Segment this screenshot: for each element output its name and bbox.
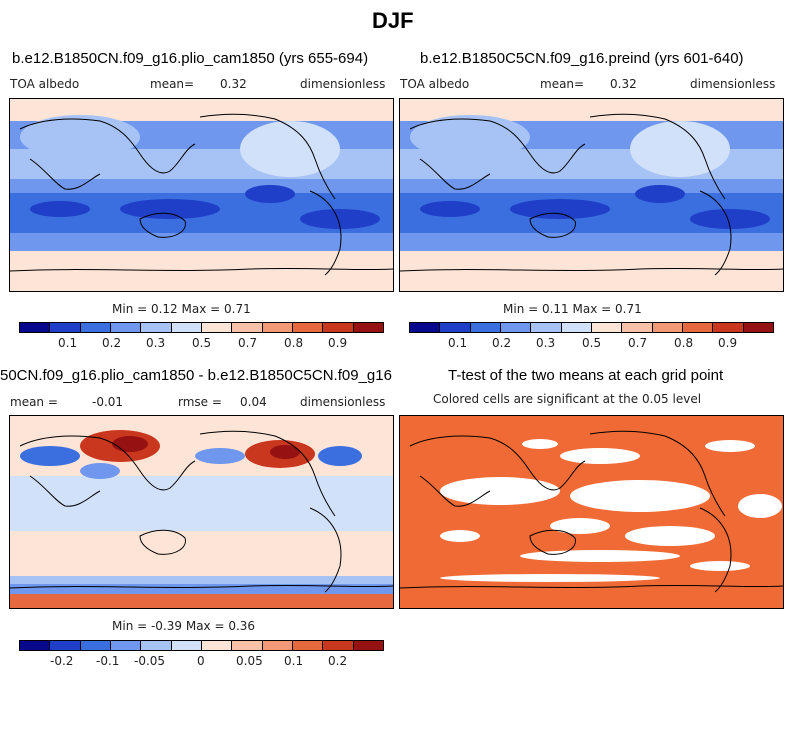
cbar3-tick: -0.05: [134, 654, 166, 668]
panel1-variable: TOA albedo: [10, 77, 80, 91]
cbar1-tick: 0.2: [102, 336, 122, 350]
cbar1-tick: 0.7: [238, 336, 258, 350]
colorbar-swatch: [20, 323, 51, 332]
colorbar-swatch: [743, 323, 773, 332]
panel2-units: dimensionless: [690, 77, 776, 91]
panel3-rmse-value: 0.04: [240, 395, 267, 409]
colorbar-swatch: [110, 323, 142, 332]
cbar1-tick: 0.8: [284, 336, 304, 350]
cbar1-tick: 0.9: [328, 336, 348, 350]
colorbar-swatch: [80, 323, 111, 332]
panel1-mean-value: 0.32: [220, 77, 247, 91]
cbar2-tick: 0.3: [536, 336, 556, 350]
colorbar-swatch: [323, 323, 354, 332]
colorbar-swatch: [201, 641, 233, 650]
figure-title: DJF: [372, 8, 414, 33]
colorbar-swatch: [292, 323, 324, 332]
colorbar-swatch: [440, 323, 471, 332]
cbar2-tick: 0.2: [492, 336, 512, 350]
panel2-map: [399, 98, 784, 292]
panel3-mean-value: -0.01: [92, 395, 124, 409]
colorbar-swatch: [591, 323, 623, 332]
colorbar-swatch: [292, 641, 324, 650]
cbar3-tick: 0.05: [236, 654, 263, 668]
colorbar-swatch: [50, 641, 81, 650]
panel3-minmax: Min = -0.39 Max = 0.36: [112, 619, 256, 633]
colorbar-swatch: [323, 641, 354, 650]
cbar1-tick: 0.5: [192, 336, 212, 350]
cbar1-tick: 0.3: [146, 336, 166, 350]
panel2-mean-label: mean=: [540, 77, 585, 91]
panel3-map: [9, 415, 394, 609]
colorbar-swatch: [110, 641, 142, 650]
cbar2-tick: 0.1: [448, 336, 468, 350]
panel1-map: [9, 98, 394, 292]
panel2-variable: TOA albedo: [400, 77, 470, 91]
colorbar-swatch: [561, 323, 592, 332]
cbar2-tick: 0.8: [674, 336, 694, 350]
colorbar-swatch: [50, 323, 81, 332]
colorbar-swatch: [531, 323, 562, 332]
colorbar-swatch: [500, 323, 532, 332]
cbar2-tick: 0.7: [628, 336, 648, 350]
colorbar-swatch: [232, 641, 263, 650]
colorbar-swatch: [713, 323, 744, 332]
panel4-title: T-test of the two means at each grid poi…: [448, 367, 724, 384]
colorbar-swatch: [20, 641, 51, 650]
colorbar-swatch: [682, 323, 714, 332]
colorbar-swatch: [80, 641, 111, 650]
panel2-title: b.e12.B1850C5CN.f09_g16.preind (yrs 601-…: [420, 50, 744, 67]
colorbar-swatch: [262, 323, 293, 332]
cbar2-tick: 0.9: [718, 336, 738, 350]
colorbar-swatch: [171, 641, 202, 650]
panel3-units: dimensionless: [300, 395, 386, 409]
panel3-colorbar: [19, 640, 384, 651]
colorbar-swatch: [353, 323, 383, 332]
panel1-colorbar: [19, 322, 384, 333]
cbar2-tick: 0.5: [582, 336, 602, 350]
colorbar-swatch: [141, 323, 172, 332]
panel1-mean-label: mean=: [150, 77, 195, 91]
panel1-title: b.e12.B1850CN.f09_g16.plio_cam1850 (yrs …: [12, 50, 369, 67]
colorbar-swatch: [353, 641, 383, 650]
panel2-colorbar: [409, 322, 774, 333]
panel2-minmax: Min = 0.11 Max = 0.71: [503, 302, 642, 316]
cbar3-tick: 0.1: [284, 654, 304, 668]
cbar3-tick: -0.2: [50, 654, 74, 668]
colorbar-swatch: [410, 323, 441, 332]
cbar3-tick: 0.2: [328, 654, 348, 668]
colorbar-swatch: [622, 323, 653, 332]
colorbar-swatch: [232, 323, 263, 332]
colorbar-swatch: [652, 323, 683, 332]
panel3-mean-label: mean =: [10, 395, 58, 409]
panel4-map: [399, 415, 784, 609]
panel3-rmse-label: rmse =: [178, 395, 222, 409]
colorbar-swatch: [262, 641, 293, 650]
colorbar-swatch: [201, 323, 233, 332]
colorbar-swatch: [171, 323, 202, 332]
colorbar-swatch: [470, 323, 501, 332]
panel2-mean-value: 0.32: [610, 77, 637, 91]
panel4-subtitle: Colored cells are significant at the 0.0…: [433, 392, 702, 406]
cbar3-tick: -0.1: [96, 654, 120, 668]
panel1-units: dimensionless: [300, 77, 386, 91]
cbar1-tick: 0.1: [58, 336, 78, 350]
cbar3-tick: 0: [197, 654, 205, 668]
panel1-minmax: Min = 0.12 Max = 0.71: [112, 302, 251, 316]
colorbar-swatch: [141, 641, 172, 650]
panel3-title: 50CN.f09_g16.plio_cam1850 - b.e12.B1850C…: [0, 367, 392, 384]
